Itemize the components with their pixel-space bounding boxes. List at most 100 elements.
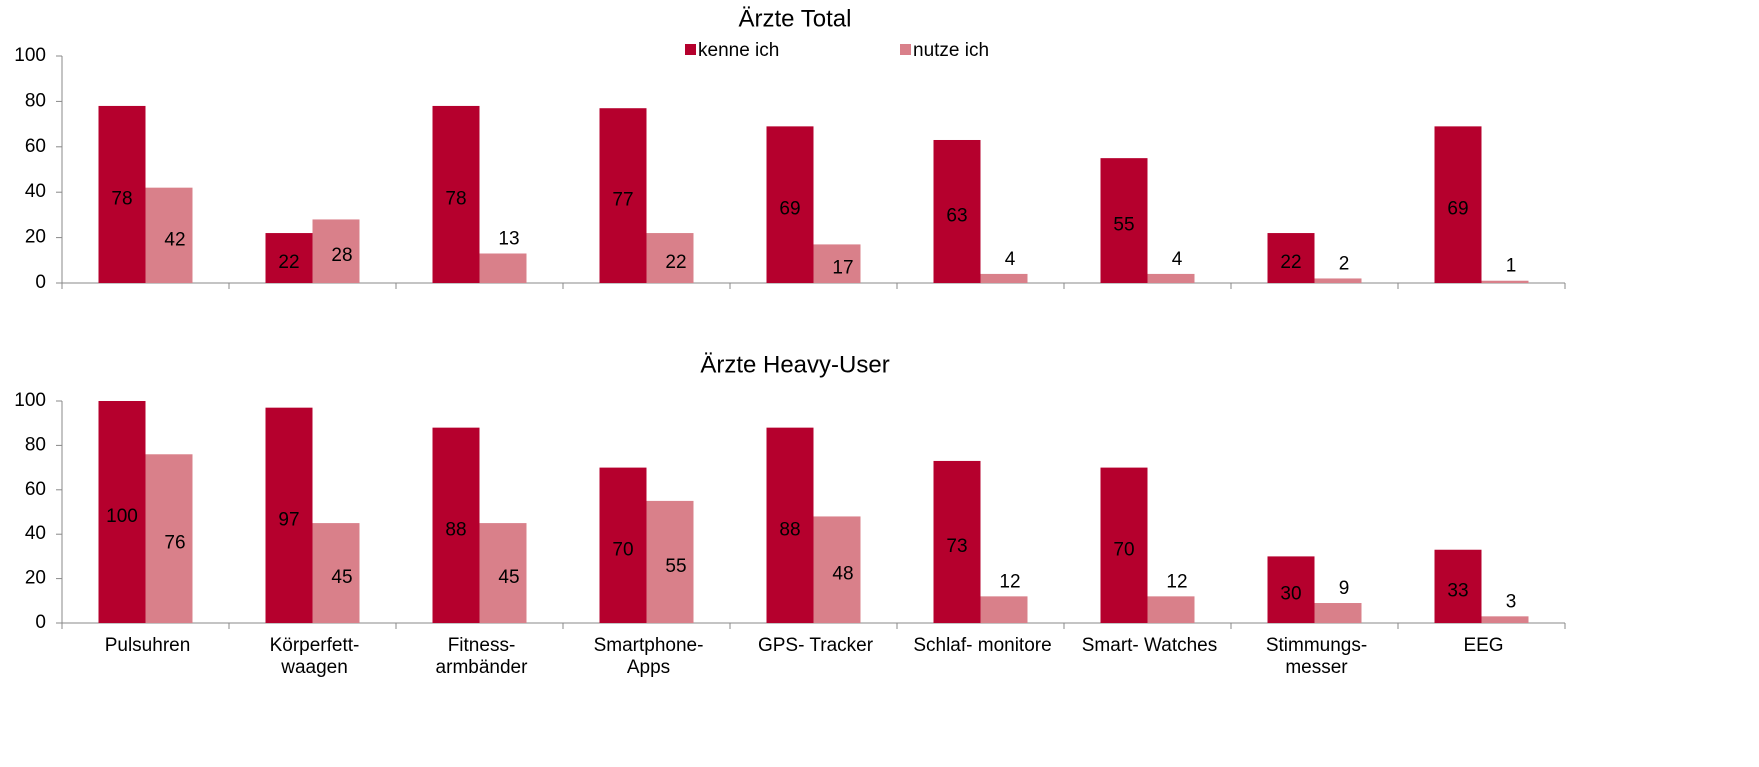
data-label: 77 <box>612 190 633 211</box>
data-label: 45 <box>498 567 519 588</box>
bar <box>1434 549 1482 623</box>
y-tick-label: 0 <box>35 612 46 633</box>
bar <box>1100 158 1148 283</box>
bar <box>933 139 981 283</box>
data-label: 12 <box>999 571 1020 592</box>
bar <box>265 407 313 623</box>
y-tick-label: 20 <box>25 227 46 248</box>
bar <box>599 108 647 284</box>
bar <box>599 467 647 623</box>
y-tick-label: 80 <box>25 90 46 111</box>
data-label: 97 <box>278 509 299 530</box>
data-label: 22 <box>278 252 299 273</box>
y-tick-label: 60 <box>25 136 46 157</box>
data-label: 88 <box>779 519 800 540</box>
bar <box>933 460 981 623</box>
data-label: 63 <box>946 206 967 227</box>
bar <box>646 233 694 283</box>
data-label: 22 <box>665 252 686 273</box>
data-label: 1 <box>1506 256 1517 277</box>
bar <box>98 401 146 623</box>
y-tick-label: 0 <box>35 272 46 293</box>
bar <box>312 219 360 283</box>
legend-label: nutze ich <box>913 40 989 61</box>
y-tick-label: 100 <box>14 45 46 66</box>
bar <box>980 596 1028 623</box>
x-tick-label: EEG <box>1463 635 1504 656</box>
data-label: 33 <box>1447 580 1468 601</box>
data-label: 9 <box>1339 578 1350 599</box>
bar <box>813 244 861 283</box>
y-tick-label: 20 <box>25 568 46 589</box>
bar <box>646 500 694 623</box>
chart-title: Ärzte Heavy-User <box>700 351 889 378</box>
x-tick-label: GPS- Tracker <box>757 635 874 656</box>
bar <box>1481 616 1529 623</box>
data-label: 70 <box>1113 539 1134 560</box>
bar <box>98 105 146 283</box>
bar <box>145 187 193 283</box>
data-label: 48 <box>832 564 853 585</box>
bar <box>1267 556 1315 623</box>
bar <box>766 126 814 284</box>
legend-swatch <box>685 44 696 55</box>
x-tick-label: Pulsuhren <box>104 635 191 656</box>
y-tick-label: 60 <box>25 479 46 500</box>
bar <box>1481 280 1529 283</box>
data-label: 4 <box>1005 249 1016 270</box>
data-label: 55 <box>665 556 686 577</box>
y-tick-label: 100 <box>14 390 46 411</box>
bar <box>265 233 313 283</box>
y-tick-label: 40 <box>25 523 46 544</box>
x-tick-label: Schlaf- monitore <box>913 635 1052 656</box>
data-label: 78 <box>111 188 132 209</box>
bar <box>145 454 193 623</box>
data-label: 4 <box>1172 249 1183 270</box>
bar <box>1147 273 1195 283</box>
data-label: 22 <box>1280 252 1301 273</box>
x-tick-label: Stimmungs- messer <box>1265 635 1368 678</box>
legend-swatch <box>900 44 911 55</box>
x-tick-label: Smart- Watches <box>1081 635 1218 656</box>
data-label: 42 <box>164 229 185 250</box>
bar <box>1147 596 1195 623</box>
bar <box>479 253 527 283</box>
bar <box>1314 278 1362 283</box>
bar <box>980 273 1028 283</box>
legend-label: kenne ich <box>698 40 779 61</box>
bar <box>312 523 360 623</box>
y-tick-label: 80 <box>25 434 46 455</box>
x-tick-label: Fitness- armbänder <box>435 635 528 678</box>
data-label: 55 <box>1113 215 1134 236</box>
y-tick-label: 40 <box>25 181 46 202</box>
data-label: 45 <box>331 567 352 588</box>
bar <box>432 427 480 623</box>
data-label: 69 <box>779 199 800 220</box>
bar <box>1434 126 1482 284</box>
data-label: 12 <box>1166 571 1187 592</box>
data-label: 88 <box>445 519 466 540</box>
data-label: 30 <box>1280 584 1301 605</box>
data-label: 28 <box>331 245 352 266</box>
chart-title: Ärzte Total <box>739 5 852 32</box>
bar <box>766 427 814 623</box>
data-label: 100 <box>106 506 138 527</box>
data-label: 69 <box>1447 199 1468 220</box>
bar <box>1100 467 1148 623</box>
data-label: 76 <box>164 533 185 554</box>
x-tick-label: Smartphone- Apps <box>593 635 704 678</box>
data-label: 73 <box>946 536 967 557</box>
bar <box>1314 603 1362 623</box>
x-tick-label: Körperfett- waagen <box>269 635 360 678</box>
data-label: 70 <box>612 539 633 560</box>
data-label: 17 <box>832 258 853 279</box>
data-label: 2 <box>1339 253 1350 274</box>
data-label: 3 <box>1506 591 1517 612</box>
bar <box>813 516 861 623</box>
data-label: 78 <box>445 188 466 209</box>
bar <box>432 105 480 283</box>
data-label: 13 <box>498 229 519 250</box>
bar <box>479 523 527 623</box>
